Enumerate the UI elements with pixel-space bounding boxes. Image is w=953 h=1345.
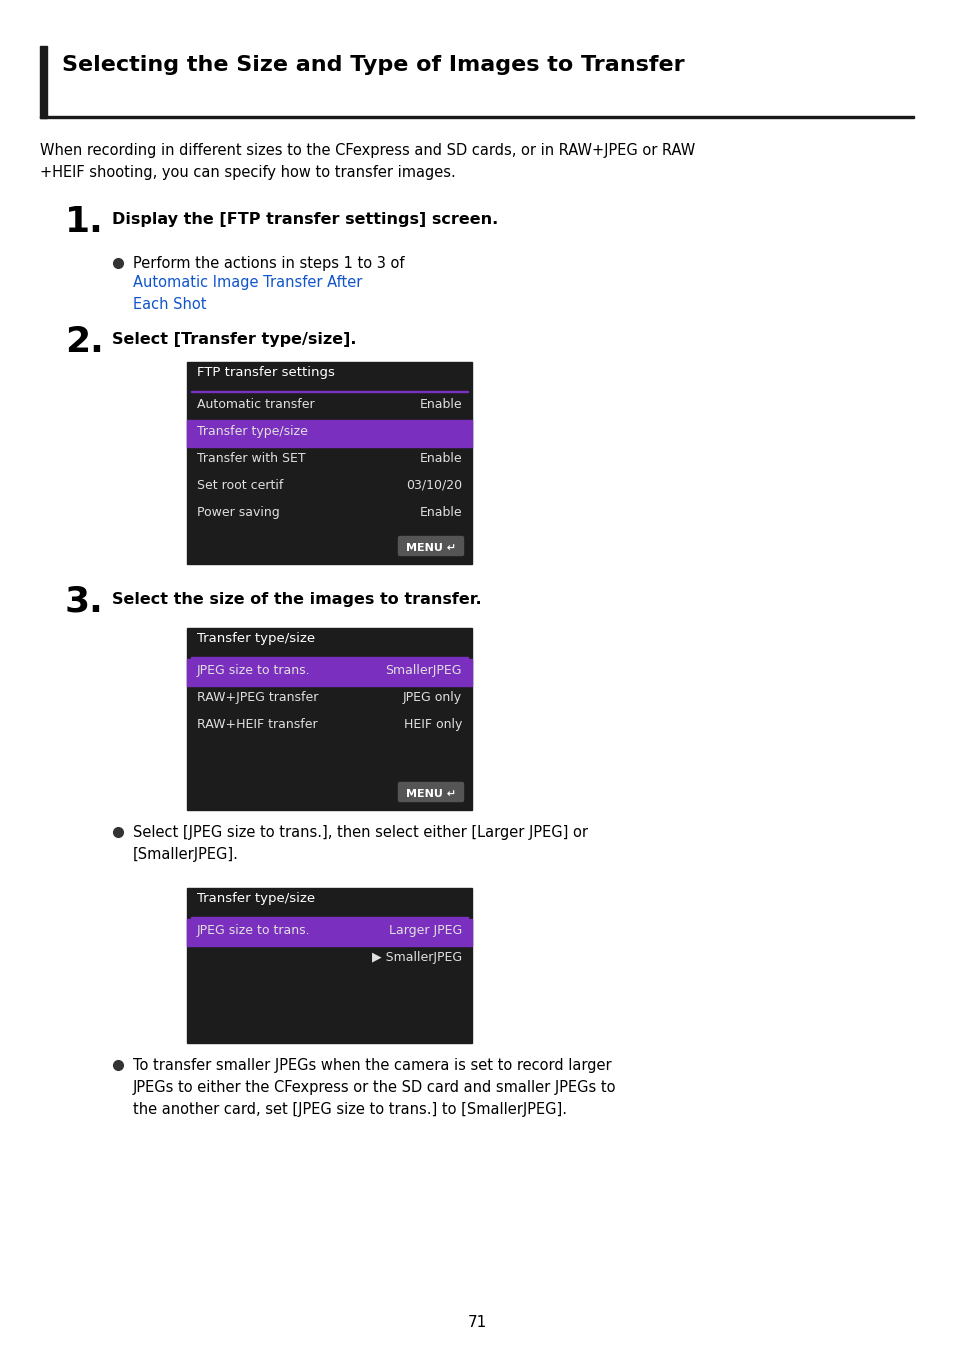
- Text: Power saving: Power saving: [196, 506, 279, 519]
- Bar: [187, 628, 472, 810]
- Text: To transfer smaller JPEGs when the camera is set to record larger
JPEGs to eithe: To transfer smaller JPEGs when the camer…: [132, 1059, 616, 1118]
- Bar: [187, 659, 472, 686]
- Bar: [40, 116, 913, 118]
- Text: MENU ↵: MENU ↵: [406, 543, 456, 553]
- Text: HEIF only: HEIF only: [403, 718, 461, 730]
- Text: Display the [FTP transfer settings] screen.: Display the [FTP transfer settings] scre…: [112, 213, 497, 227]
- Bar: [187, 420, 472, 447]
- FancyBboxPatch shape: [398, 783, 463, 802]
- Text: ▶ SmallerJPEG: ▶ SmallerJPEG: [372, 951, 461, 964]
- Text: RAW+HEIF transfer: RAW+HEIF transfer: [196, 718, 317, 730]
- Text: JPEG only: JPEG only: [402, 691, 461, 703]
- Text: Perform the actions in steps 1 to 3 of: Perform the actions in steps 1 to 3 of: [132, 256, 409, 270]
- Text: Transfer type/size: Transfer type/size: [196, 892, 314, 905]
- FancyBboxPatch shape: [398, 537, 463, 555]
- Text: Select [Transfer type/size].: Select [Transfer type/size].: [112, 332, 356, 347]
- Text: 1.: 1.: [65, 204, 104, 239]
- Text: Automatic transfer: Automatic transfer: [196, 398, 314, 412]
- Text: JPEG size to trans.: JPEG size to trans.: [196, 664, 311, 677]
- Text: When recording in different sizes to the CFexpress and SD cards, or in RAW+JPEG : When recording in different sizes to the…: [40, 143, 695, 180]
- Text: FTP transfer settings: FTP transfer settings: [196, 366, 335, 379]
- Text: Transfer type/size: Transfer type/size: [196, 425, 308, 438]
- Text: Enable: Enable: [419, 506, 461, 519]
- Text: Transfer type/size: Transfer type/size: [196, 632, 314, 646]
- Text: 71: 71: [467, 1315, 486, 1330]
- Bar: [191, 656, 468, 658]
- Text: Select the size of the images to transfer.: Select the size of the images to transfe…: [112, 592, 481, 607]
- Bar: [191, 390, 468, 391]
- Bar: [187, 919, 472, 946]
- Text: Transfer with SET: Transfer with SET: [196, 452, 305, 465]
- Text: Select [JPEG size to trans.], then select either [Larger JPEG] or
[SmallerJPEG].: Select [JPEG size to trans.], then selec…: [132, 824, 587, 862]
- Text: Larger JPEG: Larger JPEG: [388, 924, 461, 937]
- Text: Set root certif: Set root certif: [196, 479, 283, 492]
- Bar: [191, 916, 468, 919]
- Bar: [187, 888, 472, 1042]
- Text: 2.: 2.: [65, 325, 104, 359]
- Text: Enable: Enable: [419, 398, 461, 412]
- Text: Selecting the Size and Type of Images to Transfer: Selecting the Size and Type of Images to…: [62, 55, 684, 75]
- Text: 3.: 3.: [65, 585, 104, 619]
- Text: RAW+JPEG transfer: RAW+JPEG transfer: [196, 691, 318, 703]
- Text: Automatic Image Transfer After
Each Shot: Automatic Image Transfer After Each Shot: [132, 274, 362, 312]
- Bar: [187, 362, 472, 564]
- Text: SmallerJPEG: SmallerJPEG: [385, 664, 461, 677]
- Text: MENU ↵: MENU ↵: [406, 790, 456, 799]
- Text: Enable: Enable: [419, 452, 461, 465]
- Bar: [40, 46, 47, 118]
- Text: JPEG size to trans.: JPEG size to trans.: [196, 924, 311, 937]
- Text: 03/10/20: 03/10/20: [405, 479, 461, 492]
